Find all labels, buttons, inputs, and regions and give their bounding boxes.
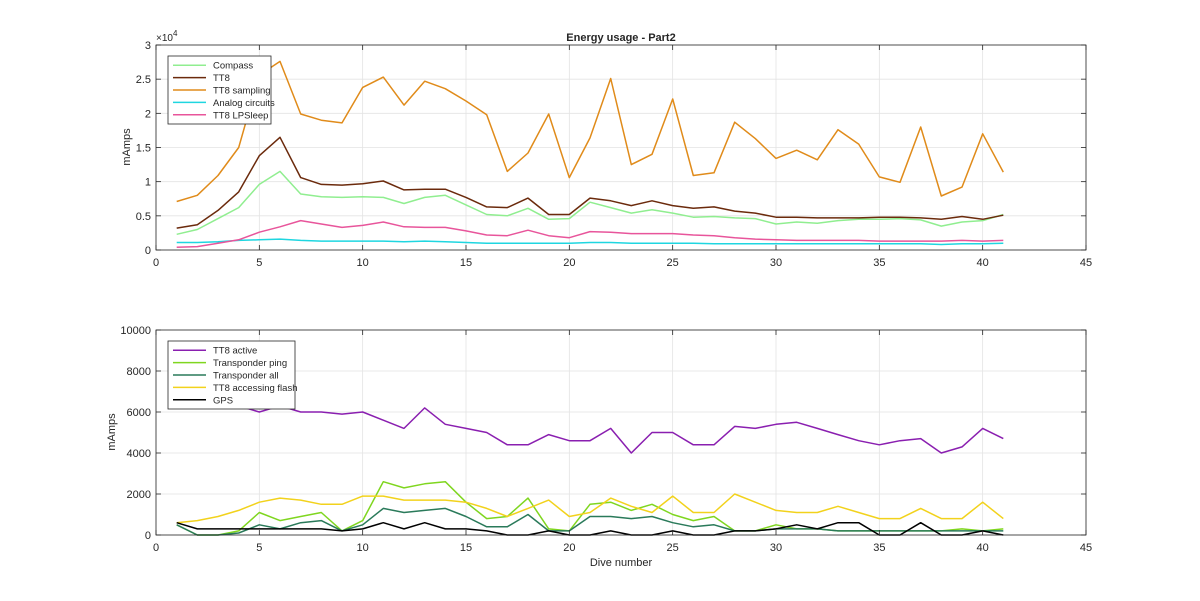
x-tick-label: 10 [357,257,369,269]
bottom-plot-area [156,330,1086,535]
y-tick-label: 2.5 [136,74,151,86]
x-tick-label: 5 [256,542,262,554]
series-line-tt8-sampling [176,60,1004,203]
legend-entry-label: Analog circuits [213,98,275,109]
series-line-tt8-lpsleep [176,219,1004,249]
bottom-axes: 0 5 10 15 20 25 30 35 40 45 0 2000 4000 6000 8000 10000… [106,325,1092,569]
top-y-axis-label: mAmps [121,128,133,166]
y-tick-label: 2 [145,108,151,120]
y-tick-label: 0 [145,530,151,542]
series-line-tt8 [176,136,1004,229]
x-tick-label: 25 [667,542,679,554]
bottom-x-axis-label: Dive number [590,557,653,569]
bottom-ticks: 0 5 10 15 20 25 30 35 40 45 0 2000 4000 6000 8000 10000 [120,325,1092,554]
series-line-tt8-active [176,392,1004,454]
top-series-group [176,60,1004,249]
top-y-exponent-label: ×104 [156,29,178,44]
legend-entry-label: TT8 accessing flash [213,383,297,394]
legend-entry-label: GPS [213,395,233,406]
x-tick-label: 25 [667,257,679,269]
y-tick-label: 1 [145,177,151,189]
top-ticks: 0 5 10 15 20 25 30 35 40 45 0 0.5 1 1.5 2 2.5 3 [136,40,1092,269]
x-tick-label: 15 [460,542,472,554]
x-tick-label: 20 [563,542,575,554]
y-tick-label: 0.5 [136,211,151,223]
legend-entry-label: TT8 [213,73,230,84]
x-tick-label: 5 [256,257,262,269]
x-tick-label: 30 [770,542,782,554]
bottom-series-group [176,392,1004,536]
series-line-analog-circuits [176,238,1004,246]
legend-entry-label: Transponder ping [213,358,287,369]
top-axes: 0 5 10 15 20 25 30 35 40 45 0 0.5 1 1.5 2 2.5 3 Energy u… [121,29,1092,269]
y-tick-label: 6000 [127,407,151,419]
legend-entry-label: Transponder all [213,371,279,382]
bottom-y-axis-label: mAmps [106,413,118,451]
series-line-transponder-all [176,507,1004,536]
legend-entry-label: Compass [213,61,253,72]
x-tick-label: 35 [873,257,885,269]
legend-entry-label: TT8 sampling [213,86,271,97]
top-chart-title: Energy usage - Part2 [566,32,675,44]
y-tick-label: 0 [145,245,151,257]
y-tick-label: 2000 [127,489,151,501]
bottom-axes-box [155,329,1087,536]
x-tick-label: 45 [1080,542,1092,554]
legend-entry-label: TT8 LPSleep [213,110,268,121]
x-tick-label: 10 [357,542,369,554]
x-tick-label: 30 [770,257,782,269]
x-tick-label: 0 [153,542,159,554]
y-tick-label: 8000 [127,366,151,378]
x-tick-label: 0 [153,257,159,269]
x-tick-label: 40 [977,542,989,554]
x-tick-label: 15 [460,257,472,269]
x-tick-label: 40 [977,257,989,269]
series-line-tt8-accessing-flash [176,493,1004,524]
x-tick-label: 45 [1080,257,1092,269]
x-tick-label: 35 [873,542,885,554]
x-tick-label: 20 [563,257,575,269]
y-tick-label: 1.5 [136,143,151,155]
y-tick-label: 4000 [127,448,151,460]
legend-entry-label: TT8 active [213,346,257,357]
y-tick-label: 10000 [120,325,151,337]
y-tick-label: 3 [145,40,151,52]
series-line-compass [176,170,1004,236]
